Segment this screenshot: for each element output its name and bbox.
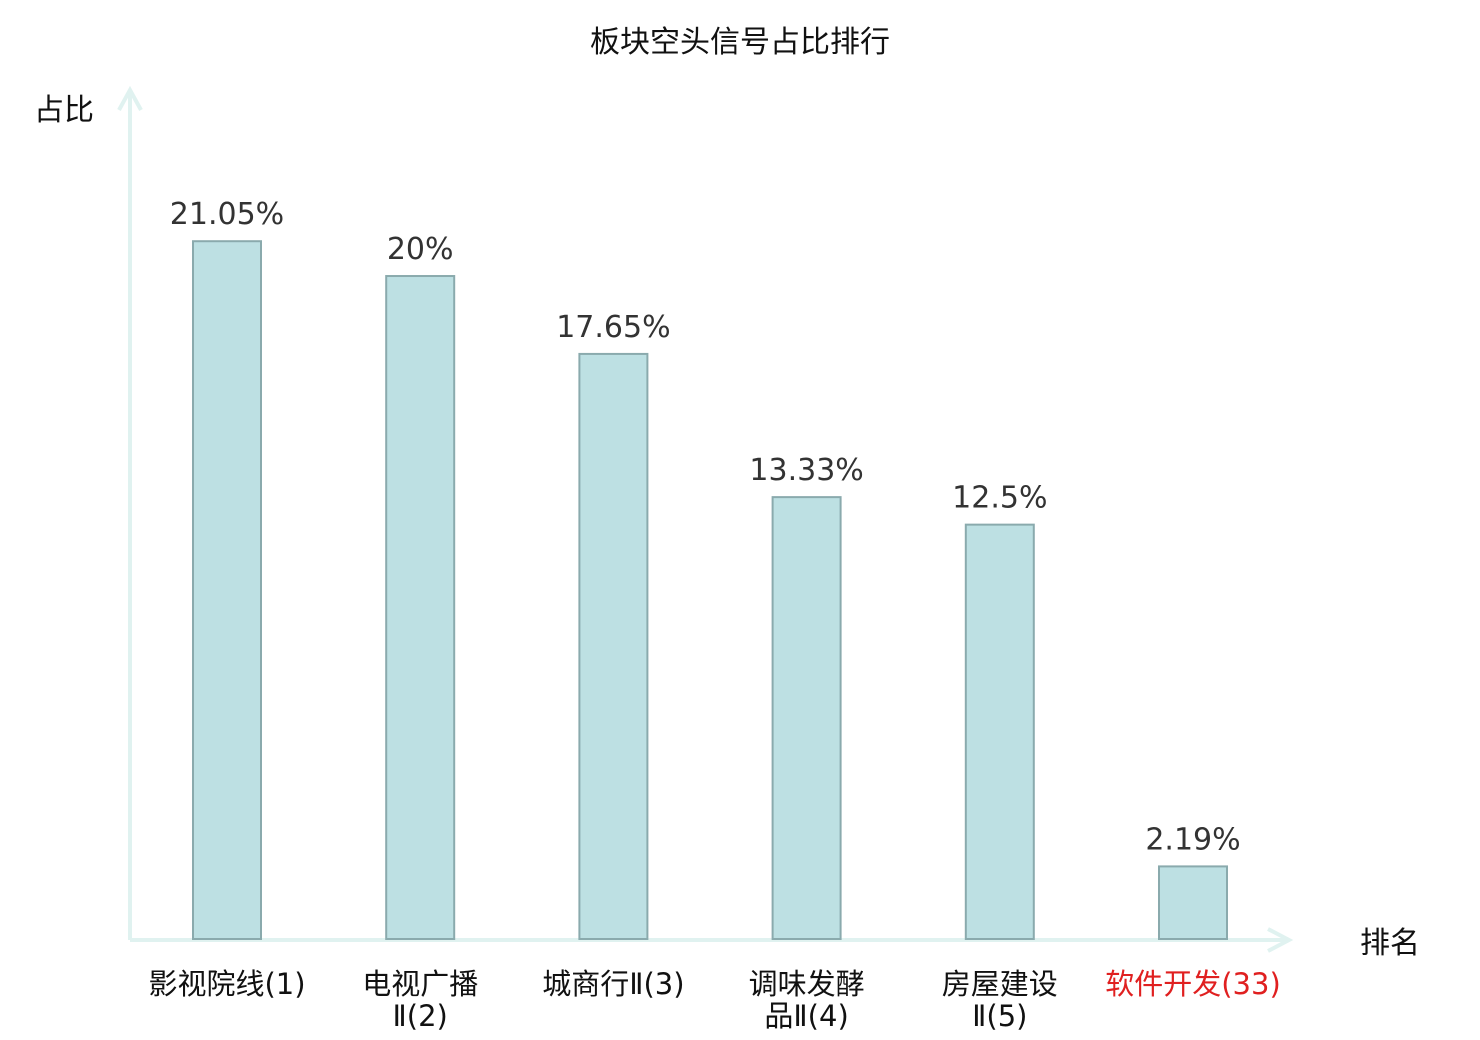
chart-title: 板块空头信号占比排行	[590, 25, 890, 60]
value-label-5: 12.5%	[952, 481, 1047, 516]
bar-1	[192, 240, 262, 940]
bar-3	[578, 352, 649, 940]
value-label-3: 17.65%	[556, 310, 670, 345]
bars-group	[192, 240, 1228, 940]
value-labels-group: 21.05% 20% 17.65% 13.33% 12.5% 2.19%	[170, 197, 1241, 857]
bar-5	[964, 523, 1035, 940]
y-axis-arrow	[117, 85, 143, 111]
value-label-2: 20%	[387, 232, 454, 267]
value-label-1: 21.05%	[170, 197, 284, 232]
x-axis-label: 排名	[1360, 926, 1420, 961]
category-label-5: 房屋建设 Ⅱ(5)	[942, 967, 1058, 1033]
value-label-6: 2.19%	[1145, 822, 1240, 857]
y-axis-label: 占比	[34, 93, 94, 128]
value-label-4: 13.33%	[749, 453, 863, 488]
category-label-3: 城商行Ⅱ(3)	[542, 967, 684, 1001]
bar-2	[385, 275, 456, 940]
bar-4	[771, 496, 842, 940]
category-label-1: 影视院线(1)	[148, 967, 305, 1001]
category-label-6: 软件开发(33)	[1105, 967, 1281, 1001]
category-labels-group: 影视院线(1) 电视广播 Ⅱ(2) 城商行Ⅱ(3) 调味发酵品Ⅱ(4) 房屋建设 Ⅱ(5) 软…	[148, 967, 1280, 1033]
x-axis-arrow	[1267, 927, 1294, 953]
category-label-2: 电视广播 Ⅱ(2)	[362, 967, 478, 1033]
axes	[117, 85, 1294, 953]
bar-6	[1158, 865, 1228, 940]
category-label-4: 调味发酵品Ⅱ(4)	[749, 967, 865, 1033]
